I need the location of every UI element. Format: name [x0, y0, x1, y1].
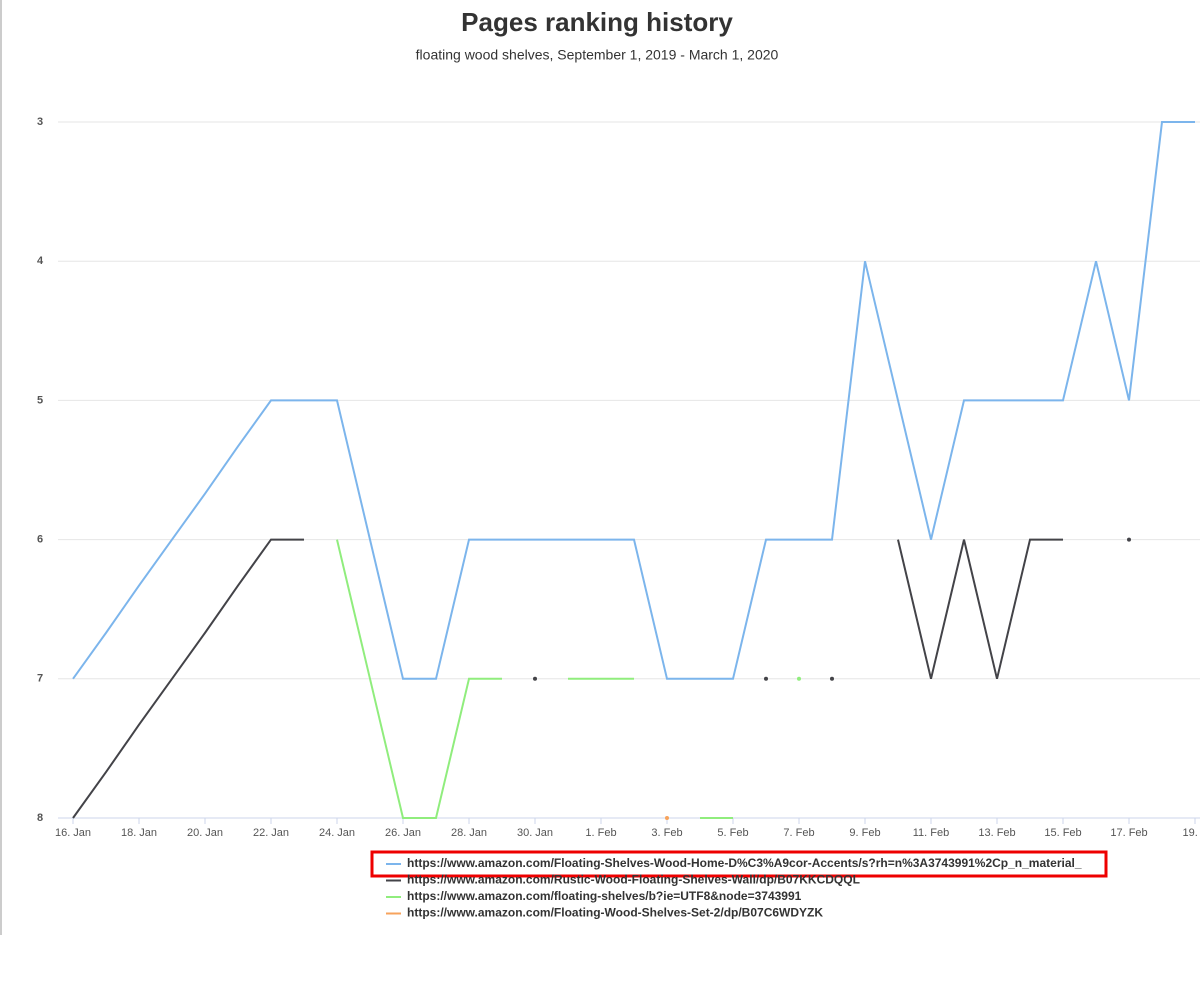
- x-tick-label: 24. Jan: [319, 827, 355, 839]
- chart-subtitle: floating wood shelves, September 1, 2019…: [416, 47, 779, 63]
- chart-title: Pages ranking history: [461, 7, 733, 37]
- series-line: [72, 121, 1195, 680]
- point-marker: [1127, 537, 1131, 542]
- y-tick-label: 3: [37, 116, 43, 128]
- y-tick-label: 7: [37, 673, 43, 685]
- legend-label: https://www.amazon.com/floating-shelves/…: [407, 889, 802, 903]
- x-tick-label: 26. Jan: [385, 827, 421, 839]
- x-tick-label: 5. Feb: [717, 827, 748, 839]
- x-tick-label: 28. Jan: [451, 827, 487, 839]
- y-tick-label: 6: [37, 534, 43, 546]
- legend-label: https://www.amazon.com/Floating-Shelves-…: [407, 856, 1082, 870]
- y-tick-label: 4: [37, 255, 44, 267]
- x-tick-label: 16. Jan: [55, 827, 91, 839]
- legend-label: https://www.amazon.com/Floating-Wood-She…: [407, 906, 823, 920]
- x-tick-label: 7. Feb: [783, 827, 814, 839]
- x-tick-label: 1. Feb: [585, 827, 616, 839]
- point-marker: [764, 676, 768, 681]
- y-tick-label: 5: [37, 394, 43, 406]
- x-tick-label: 13. Feb: [978, 827, 1015, 839]
- x-tick-label: 9. Feb: [849, 827, 880, 839]
- point-marker: [665, 816, 669, 820]
- x-tick-label: 19. F: [1182, 827, 1200, 839]
- x-tick-label: 11. Feb: [913, 827, 950, 839]
- point-marker: [797, 676, 801, 681]
- point-marker: [830, 676, 834, 681]
- y-tick-label: 8: [37, 812, 43, 824]
- x-tick-label: 20. Jan: [187, 827, 223, 839]
- x-tick-label: 3. Feb: [651, 827, 682, 839]
- x-tick-label: 22. Jan: [253, 827, 289, 839]
- legend-label: https://www.amazon.com/Rustic-Wood-Float…: [407, 873, 860, 887]
- highlight-box: [370, 850, 1108, 878]
- x-tick-label: 15. Feb: [1044, 827, 1081, 839]
- x-tick-label: 17. Feb: [1110, 827, 1147, 839]
- point-marker: [533, 676, 537, 681]
- x-tick-label: 18. Jan: [121, 827, 157, 839]
- x-tick-label: 30. Jan: [517, 827, 553, 839]
